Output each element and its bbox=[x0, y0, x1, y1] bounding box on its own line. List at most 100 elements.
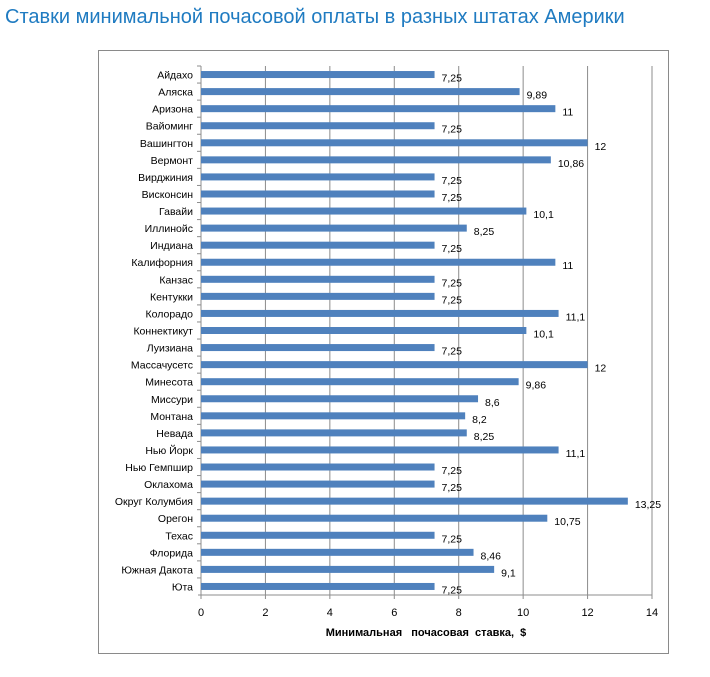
category-label: Канзас bbox=[159, 274, 193, 286]
value-label: 8,46 bbox=[481, 550, 502, 562]
x-tick-label: 4 bbox=[327, 607, 333, 619]
value-labels: 7,25 9,89 11 7,25 12 10,86 7,25 7,25 10,1 8,25 7,2… bbox=[442, 73, 662, 597]
value-label: 9,89 bbox=[527, 90, 548, 102]
bar bbox=[201, 412, 466, 420]
bar bbox=[201, 361, 588, 369]
bar bbox=[201, 463, 435, 471]
value-label: 7,25 bbox=[442, 73, 463, 85]
category-label: Вермонт bbox=[151, 155, 194, 167]
bar bbox=[201, 327, 527, 334]
category-label: Техас bbox=[165, 530, 193, 542]
bar bbox=[201, 105, 556, 113]
value-label: 7,25 bbox=[442, 465, 463, 477]
bar bbox=[201, 88, 520, 96]
bar bbox=[201, 224, 467, 232]
bar bbox=[201, 122, 435, 130]
bar bbox=[201, 582, 435, 590]
bar bbox=[201, 241, 435, 249]
category-label: Кентукки bbox=[150, 291, 193, 303]
category-label: Нью Гемпшир bbox=[125, 462, 193, 474]
bar bbox=[201, 514, 548, 522]
category-label: Вайоминг bbox=[146, 121, 193, 133]
value-label: 8,6 bbox=[485, 397, 500, 409]
category-label: Луизиана bbox=[147, 343, 193, 355]
value-label: 7,25 bbox=[442, 124, 463, 136]
category-labels: Айдахо Аляска Аризона Вайоминг Вашингтон Верм… bbox=[115, 65, 201, 593]
value-label: 10,1 bbox=[533, 329, 554, 341]
bar bbox=[201, 378, 519, 386]
value-label: 8,2 bbox=[472, 414, 487, 426]
value-label: 7,25 bbox=[442, 533, 463, 545]
bar bbox=[201, 395, 479, 403]
category-label: Аризона bbox=[152, 104, 193, 116]
value-label: 10,75 bbox=[554, 516, 580, 528]
category-label: Вашингтон bbox=[140, 138, 193, 150]
bar bbox=[201, 173, 435, 181]
value-label: 7,25 bbox=[442, 346, 463, 358]
x-tick-label: 14 bbox=[646, 607, 658, 619]
bar bbox=[201, 565, 495, 573]
x-tick-label: 2 bbox=[262, 607, 268, 619]
value-label: 12 bbox=[595, 141, 607, 153]
value-label: 13,25 bbox=[635, 499, 661, 511]
category-label: Южная Дакота bbox=[121, 564, 193, 576]
value-label: 11 bbox=[562, 260, 573, 272]
chart-title: Ставки минимальной почасовой оплаты в ра… bbox=[5, 6, 625, 28]
bar bbox=[201, 139, 588, 147]
x-axis-label: Минимальная почасовая ставка, $ bbox=[326, 627, 527, 639]
value-label: 7,25 bbox=[442, 192, 463, 204]
category-label: Флорида bbox=[150, 547, 194, 559]
category-label: Оклахома bbox=[144, 479, 193, 491]
bar bbox=[201, 156, 551, 164]
value-label: 12 bbox=[595, 363, 607, 375]
category-label: Колорадо bbox=[146, 308, 194, 320]
value-label: 8,25 bbox=[474, 226, 495, 238]
category-label: Калифорния bbox=[131, 257, 193, 269]
value-label: 9,1 bbox=[501, 567, 516, 579]
x-tick-label: 0 bbox=[198, 607, 204, 619]
category-label: Иллинойс bbox=[145, 223, 193, 235]
value-label: 9,86 bbox=[526, 380, 547, 392]
value-label: 7,25 bbox=[442, 277, 463, 289]
bar bbox=[201, 309, 559, 317]
bar bbox=[201, 344, 435, 352]
value-label: 8,25 bbox=[474, 431, 495, 443]
category-label: Юта bbox=[172, 581, 193, 593]
x-tick-label: 6 bbox=[391, 607, 397, 619]
x-tick-label: 8 bbox=[456, 607, 462, 619]
value-label: 10,86 bbox=[558, 158, 584, 170]
bar bbox=[201, 71, 435, 79]
category-label: Индиана bbox=[150, 240, 193, 252]
value-label: 11 bbox=[562, 107, 573, 119]
category-label: Монтана bbox=[150, 411, 193, 423]
bar bbox=[201, 258, 556, 266]
value-label: 7,25 bbox=[442, 294, 463, 306]
category-label: Массачусетс bbox=[131, 360, 193, 372]
bar bbox=[201, 548, 474, 556]
category-label: Аляска bbox=[158, 87, 193, 99]
category-label: Орегон bbox=[158, 513, 193, 525]
category-label: Нью Йорк bbox=[145, 444, 193, 457]
category-label: Невада bbox=[156, 428, 193, 440]
bar bbox=[201, 190, 435, 198]
value-label: 7,25 bbox=[442, 584, 463, 596]
category-label: Айдахо bbox=[157, 70, 193, 82]
value-label: 7,25 bbox=[442, 175, 463, 187]
value-label: 7,25 bbox=[442, 482, 463, 494]
category-label: Вирджиния bbox=[138, 172, 193, 184]
bar bbox=[201, 275, 435, 283]
bar bbox=[201, 480, 435, 488]
value-label: 11,1 bbox=[566, 311, 586, 323]
category-label: Миссури bbox=[151, 394, 193, 406]
bar bbox=[201, 292, 435, 300]
bar bbox=[201, 429, 467, 437]
x-tick-labels: 0 2 4 6 8 10 12 14 bbox=[198, 595, 658, 619]
category-label: Минесота bbox=[145, 377, 193, 389]
bar bbox=[201, 207, 527, 215]
bar bbox=[201, 497, 628, 505]
bars bbox=[201, 71, 628, 590]
bar bbox=[201, 531, 435, 539]
value-label: 11,1 bbox=[566, 448, 586, 460]
x-tick-label: 10 bbox=[517, 607, 529, 619]
